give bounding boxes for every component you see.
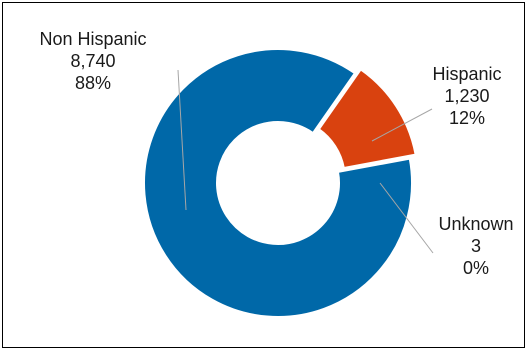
data-label-non-hispanic: Non Hispanic 8,740 88%: [39, 29, 146, 93]
label-percent: 88%: [75, 73, 111, 93]
leader-lines-layer: [177, 69, 434, 254]
leader-line-non-hispanic: [177, 69, 187, 211]
slice-non-hispanic: [143, 48, 413, 318]
label-percent: 12%: [449, 108, 485, 128]
data-label-unknown: Unknown 3 0%: [438, 214, 513, 278]
label-name: Unknown: [438, 214, 513, 234]
label-name: Non Hispanic: [39, 29, 146, 49]
label-value: 1,230: [444, 86, 489, 106]
label-name: Hispanic: [432, 64, 501, 84]
data-label-hispanic: Hispanic 1,230 12%: [432, 64, 501, 128]
leader-line-unknown: [379, 182, 434, 254]
label-value: 8,740: [70, 51, 115, 71]
label-percent: 0%: [463, 258, 489, 278]
labels-layer: Hispanic 1,230 12% Unknown 3 0% Non Hispanic 8,…: [39, 29, 513, 278]
label-value: 3: [471, 236, 481, 256]
slices-layer: [143, 48, 417, 318]
leader-line-hispanic: [371, 108, 433, 142]
slice-hispanic: [317, 68, 417, 170]
